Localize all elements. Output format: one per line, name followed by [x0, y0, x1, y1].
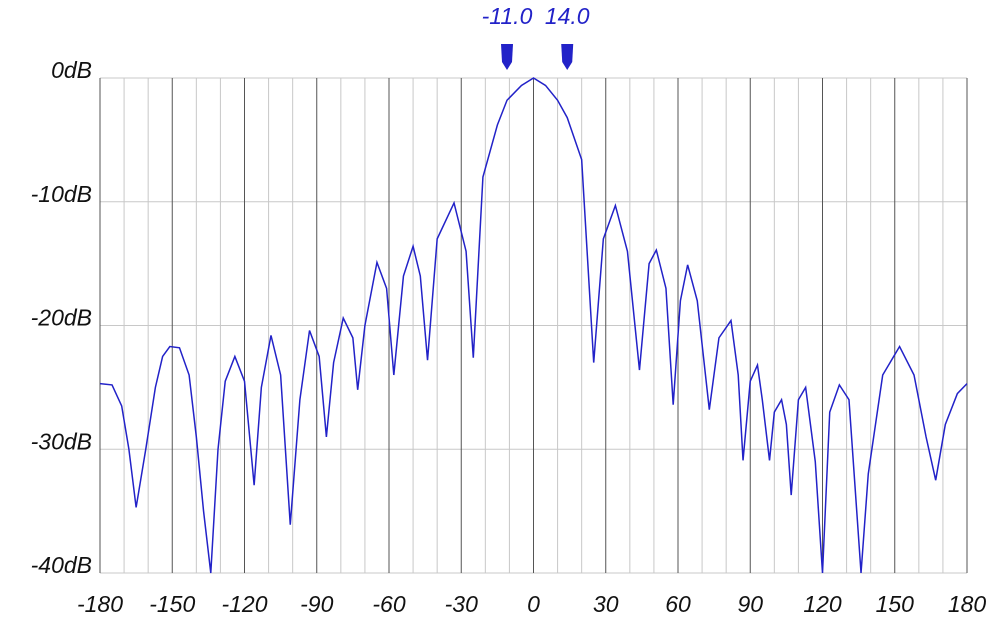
x-tick-label: -150 [149, 591, 195, 617]
x-tick-label: -120 [221, 591, 267, 617]
x-tick-label: 60 [665, 591, 691, 617]
x-tick-label: 30 [593, 591, 619, 617]
y-tick-label: -10dB [31, 181, 92, 207]
x-tick-label: 120 [803, 591, 842, 617]
marker [501, 44, 514, 70]
y-tick-label: -40dB [31, 552, 92, 578]
marker-label: -11.0 [482, 3, 533, 29]
x-tick-label: 90 [737, 591, 763, 617]
series-line [99, 77, 968, 574]
x-tick-label: -90 [300, 591, 333, 617]
x-tick-label: -180 [77, 591, 123, 617]
marker-label: 14.0 [545, 3, 590, 29]
y-tick-label: 0dB [51, 57, 92, 83]
x-tick-label: -30 [445, 591, 478, 617]
y-tick-label: -30dB [31, 428, 92, 454]
x-tick-label: -60 [372, 591, 405, 617]
x-tick-label: 150 [876, 591, 915, 617]
y-tick-label: -20dB [31, 305, 92, 331]
x-tick-label: 0 [527, 591, 540, 617]
marker [561, 44, 574, 70]
x-tick-label: 180 [948, 591, 987, 617]
